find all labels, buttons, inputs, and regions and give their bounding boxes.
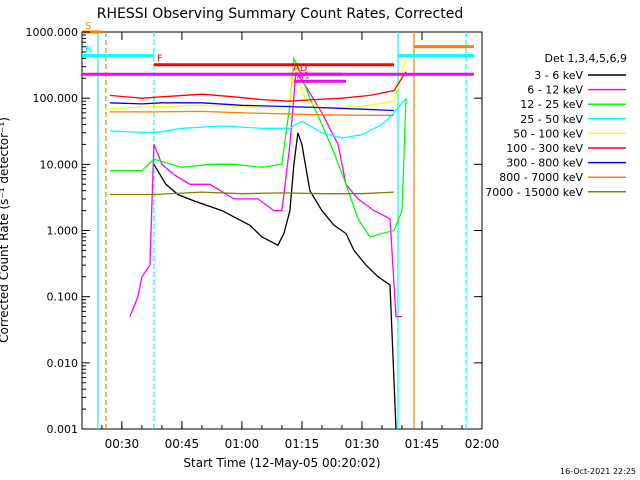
x-axis-ticks: 00:30 00:45 01:00 01:15 01:30 01:45 02:00 <box>101 32 500 451</box>
series-line-7 <box>109 110 394 116</box>
timestamp: 16-Oct-2021 22:25 <box>560 467 636 476</box>
series-line-1 <box>129 69 402 318</box>
x-tick-label-5: 01:45 <box>405 437 440 451</box>
y-tick-label-1: 100.000 <box>33 92 79 105</box>
x-tick-label-2: 01:00 <box>225 437 260 451</box>
flag-label-4: F <box>157 54 163 65</box>
x-tick-label-0: 00:30 <box>105 437 140 451</box>
legend-label-8: 7000 - 15000 keV <box>485 186 583 199</box>
series-line-4 <box>109 58 407 110</box>
y-tick-label-0: 1000.000 <box>26 26 79 39</box>
series-line-2 <box>109 55 407 238</box>
series-line-3 <box>109 97 407 139</box>
y-axis-label: Corrected Count Rate (s⁻¹ detector⁻¹) <box>0 117 11 343</box>
legend-label-1: 6 - 12 keV <box>527 84 583 97</box>
series-layer <box>109 55 407 430</box>
x-tick-label-3: 01:15 <box>285 437 320 451</box>
y-axis-ticks: 1000.000 100.000 10.000 1.000 0.100 0.010 0.00… <box>26 26 482 436</box>
x-tick-label-1: 00:45 <box>165 437 200 451</box>
y-tick-label-5: 0.010 <box>47 357 79 370</box>
flag-label-0: S <box>85 21 91 32</box>
y-tick-label-6: 0.001 <box>47 423 79 436</box>
legend-label-6: 300 - 800 keV <box>506 157 583 170</box>
flag-label-2: N <box>85 45 92 56</box>
chart-title: RHESSI Observing Summary Count Rates, Co… <box>97 6 463 22</box>
series-line-6 <box>109 102 395 112</box>
y-tick-label-4: 0.100 <box>47 291 79 304</box>
series-line-5 <box>109 71 407 102</box>
series-line-0 <box>153 132 397 430</box>
flag-label-7: A1 <box>297 70 310 81</box>
x-tick-label-6: 02:00 <box>465 437 500 451</box>
series-line-8 <box>109 191 395 196</box>
legend-label-4: 50 - 100 keV <box>513 127 583 140</box>
legend-title: Det 1,3,4,5,6,9 <box>544 52 627 65</box>
legend-label-0: 3 - 6 keV <box>534 69 583 82</box>
legend-label-2: 12 - 25 keV <box>520 98 583 111</box>
legend-label-5: 100 - 300 keV <box>506 142 583 155</box>
legend-label-7: 800 - 7000 keV <box>499 171 583 184</box>
event-vlines <box>97 32 467 429</box>
flag-label-5: AD <box>293 63 308 74</box>
legend-label-3: 25 - 50 keV <box>520 113 583 126</box>
y-tick-label-2: 10.000 <box>40 158 79 171</box>
x-tick-label-4: 01:30 <box>345 437 380 451</box>
y-tick-label-3: 1.000 <box>47 225 79 238</box>
x-axis-label: Start Time (12-May-05 00:20:02) <box>183 456 380 470</box>
